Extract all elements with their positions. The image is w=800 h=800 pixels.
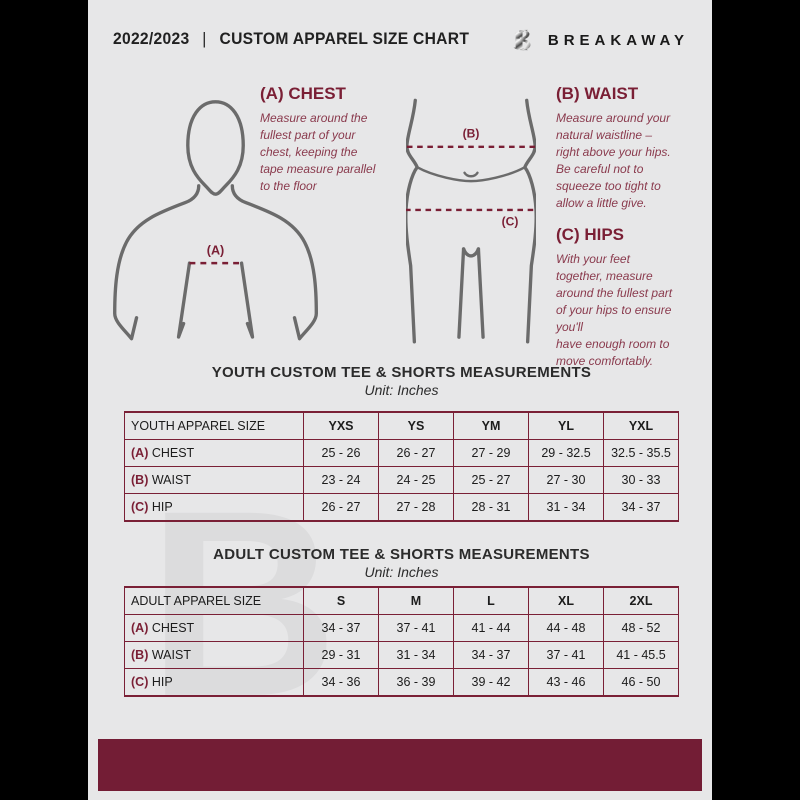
svg-text:(C): (C) bbox=[502, 215, 519, 229]
svg-text:(B): (B) bbox=[463, 127, 480, 141]
svg-text:(A): (A) bbox=[207, 244, 224, 258]
